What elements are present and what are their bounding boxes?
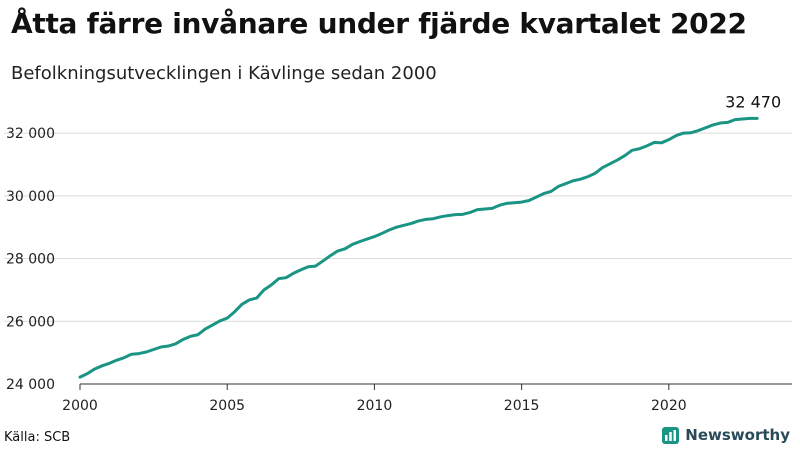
x-tick-label: 2005 — [209, 398, 245, 414]
bar-chart-icon — [662, 426, 680, 444]
chart-title: Åtta färre invånare under fjärde kvartal… — [11, 7, 747, 40]
end-value-label: 32 470 — [725, 92, 781, 111]
y-tick-label: 30 000 — [6, 189, 55, 205]
x-tick-label: 2020 — [651, 398, 687, 414]
x-tick-label: 2015 — [504, 398, 540, 414]
brand-logo: Newsworthy — [662, 426, 790, 444]
grid-lines — [4, 132, 792, 385]
source-note: Källa: SCB — [4, 430, 71, 445]
brand-name: Newsworthy — [685, 426, 790, 444]
x-axis: 2000 2005 2010 2015 2020 — [62, 384, 687, 414]
chart-subtitle: Befolkningsutvecklingen i Kävlinge sedan… — [11, 63, 437, 84]
y-axis: 24 000 26 000 28 000 30 000 32 000 — [6, 126, 55, 393]
x-tick-label: 2010 — [357, 398, 393, 414]
population-series-line — [78, 116, 759, 379]
y-tick-label: 24 000 — [6, 377, 55, 393]
y-tick-label: 32 000 — [6, 126, 55, 142]
x-tick-label: 2000 — [62, 398, 98, 414]
y-tick-label: 26 000 — [6, 314, 55, 330]
y-tick-label: 28 000 — [6, 252, 55, 268]
series-layer — [78, 116, 759, 379]
data-label-layer: 32 470 — [725, 92, 781, 111]
